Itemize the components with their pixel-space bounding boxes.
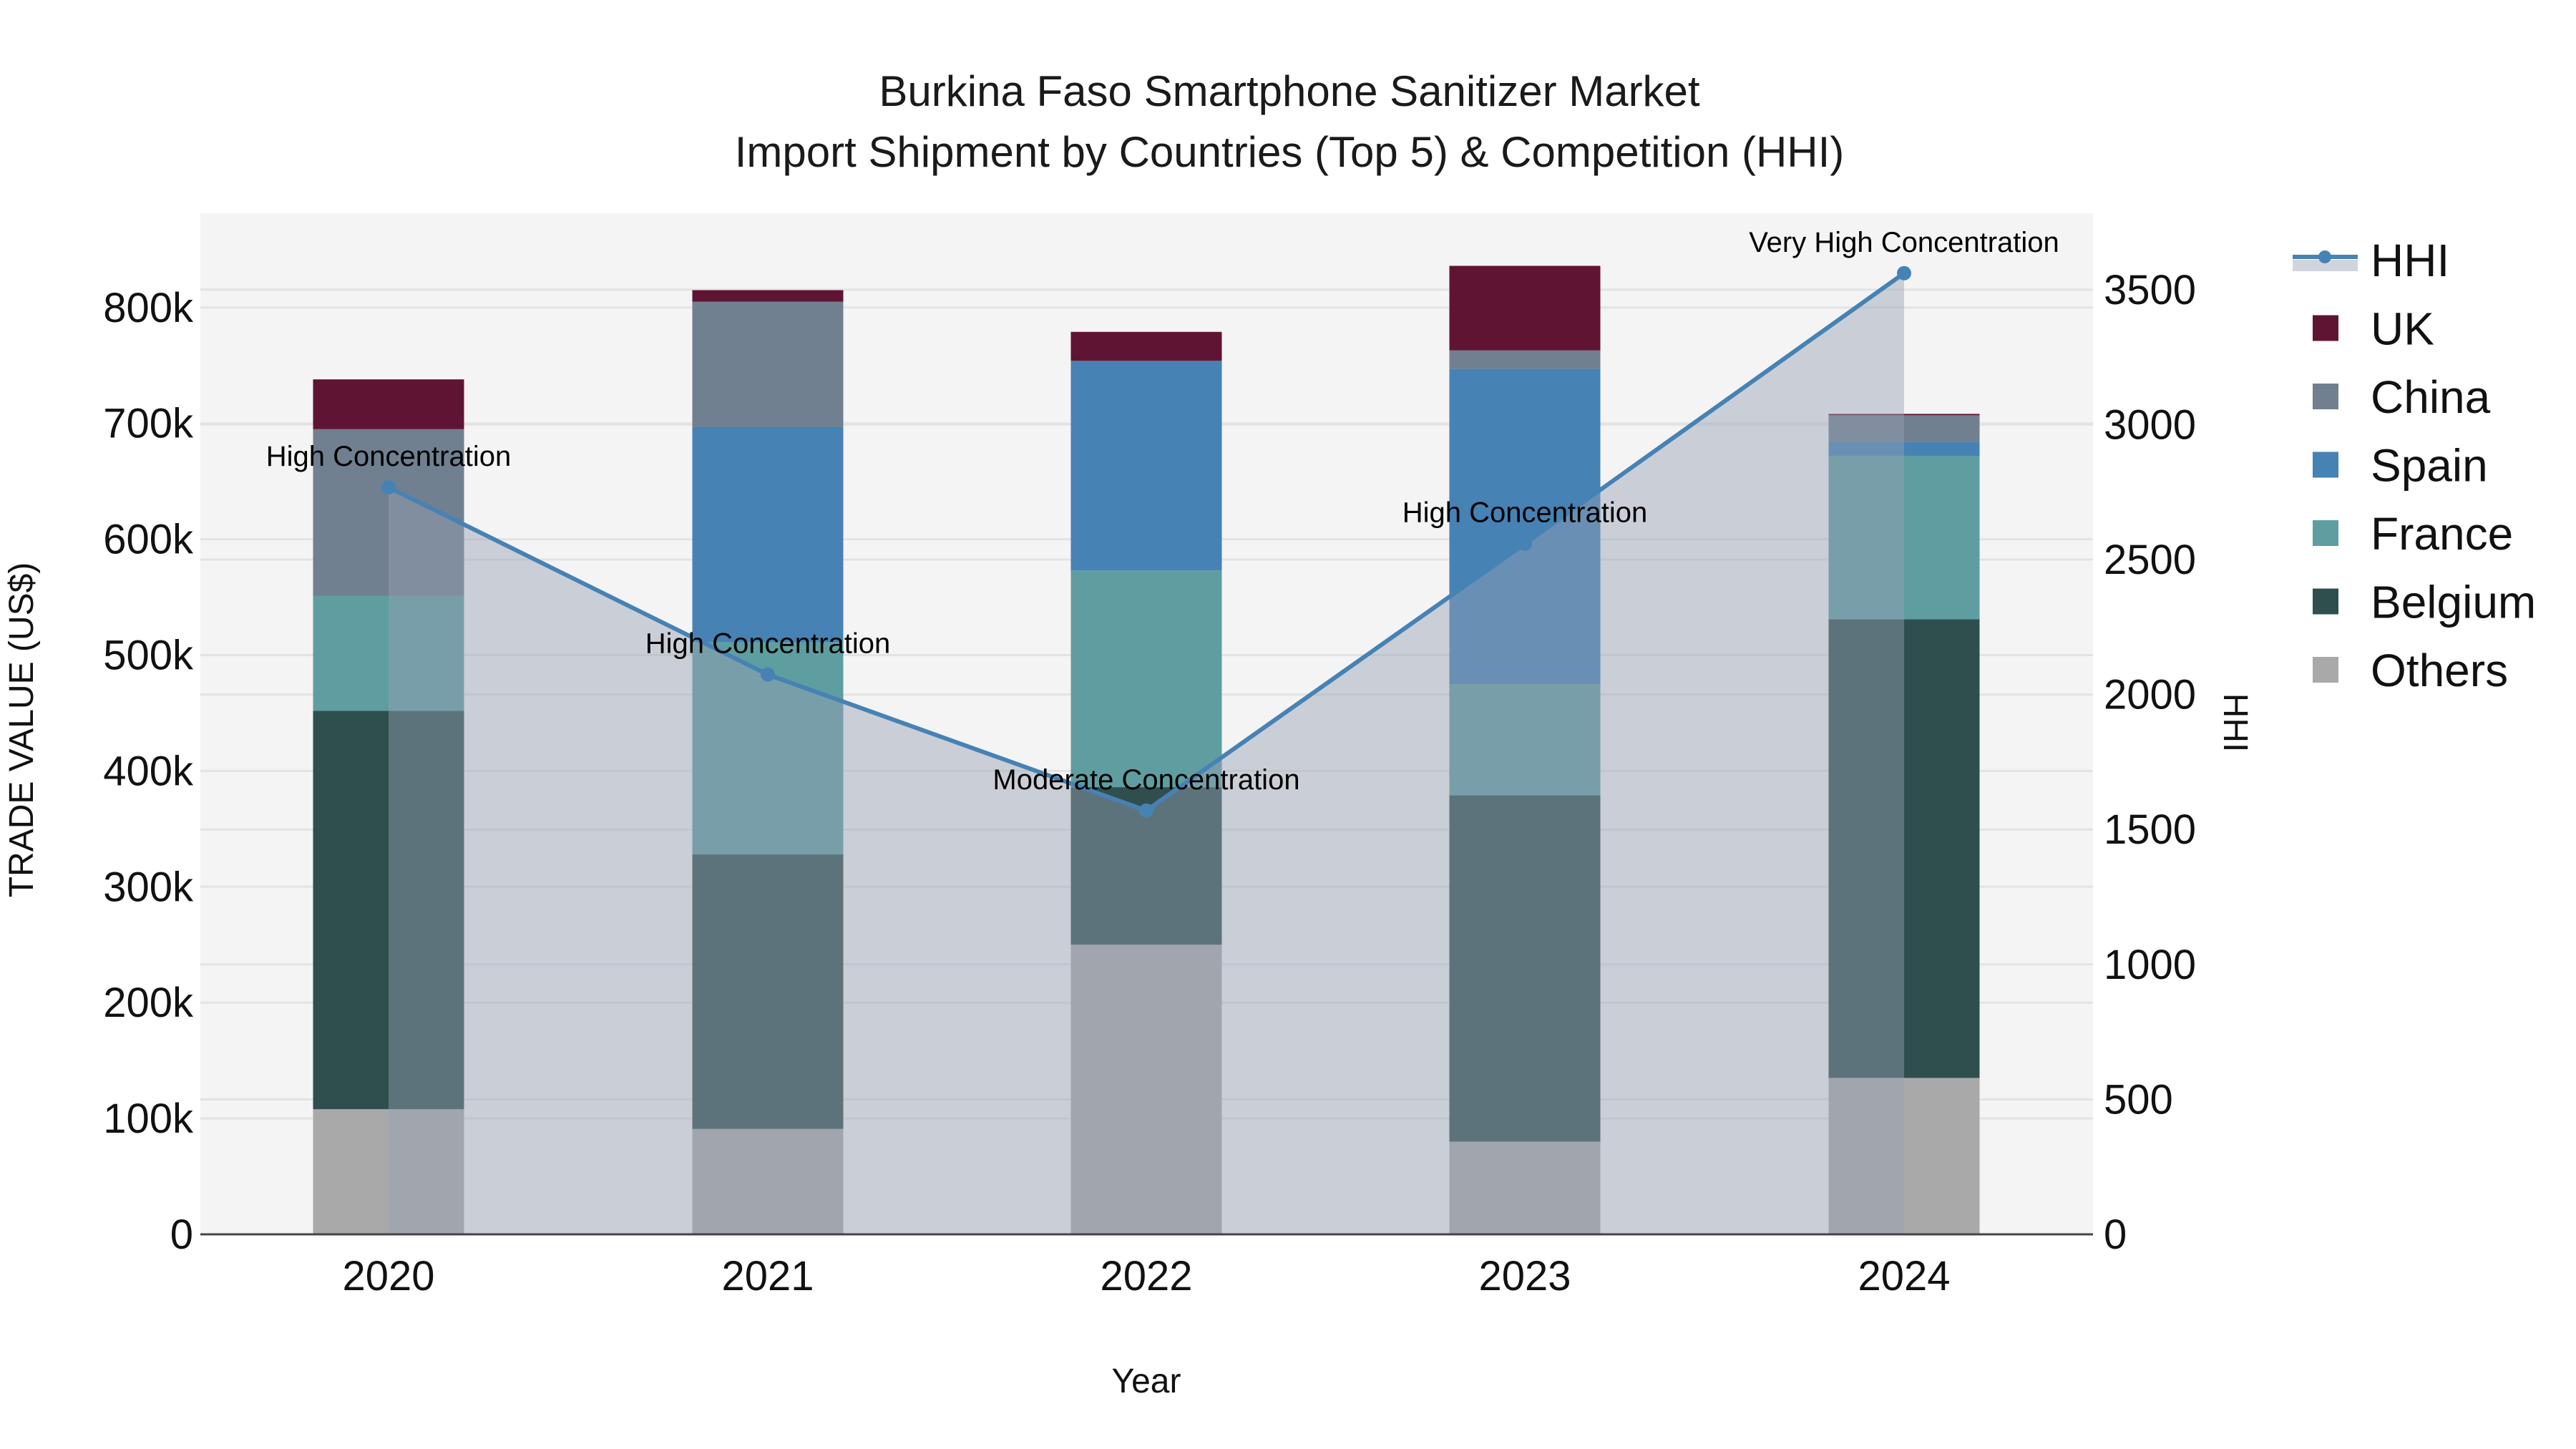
hhi-area bbox=[389, 273, 1904, 1235]
y-tick-label: 600k bbox=[103, 517, 194, 563]
chart-subtitle: Import Shipment by Countries (Top 5) & C… bbox=[735, 128, 1845, 176]
hhi-marker bbox=[761, 667, 775, 682]
legend-item-china[interactable]: China bbox=[2313, 371, 2491, 423]
y2-axis-ticks: 0 500 1000 1500 2000 2500 3000 3500 bbox=[2104, 267, 2196, 1258]
stacked-bars bbox=[313, 265, 1980, 1234]
y-tick-label: 800k bbox=[103, 285, 194, 331]
y-axis-title: TRADE VALUE (US$) bbox=[3, 562, 41, 898]
bar-segment-others bbox=[1070, 945, 1222, 1234]
legend-label: Others bbox=[2371, 645, 2508, 696]
y2-tick-label: 500 bbox=[2104, 1076, 2173, 1123]
x-tick-label: 2024 bbox=[1858, 1253, 1950, 1299]
hhi-marker bbox=[1139, 803, 1153, 818]
bar-segment-uk bbox=[692, 290, 844, 302]
bar-segment-france bbox=[1828, 456, 1980, 620]
y2-tick-label: 0 bbox=[2104, 1211, 2127, 1258]
legend-swatch-icon bbox=[2313, 452, 2338, 478]
bar-segment-uk bbox=[1449, 265, 1601, 351]
y2-axis-title: HHI bbox=[2216, 693, 2254, 753]
legend-marker-icon bbox=[2318, 250, 2331, 263]
x-axis-title: Year bbox=[1112, 1362, 1181, 1400]
legend: HHI UK China Spain France Belgium Others bbox=[2293, 235, 2536, 696]
hhi-marker bbox=[1518, 536, 1532, 551]
bar-segment-belgium bbox=[1449, 795, 1601, 1142]
hhi-annotation-label: High Concentration bbox=[266, 441, 511, 472]
bar-segment-belgium bbox=[1828, 619, 1980, 1078]
bar-segment-others bbox=[1449, 1141, 1601, 1234]
y-tick-label: 0 bbox=[170, 1211, 193, 1258]
bar-segment-uk bbox=[1828, 414, 1980, 416]
y-tick-label: 700k bbox=[103, 401, 194, 447]
legend-item-spain[interactable]: Spain bbox=[2313, 440, 2488, 492]
y-tick-label: 200k bbox=[103, 980, 194, 1026]
legend-swatch-icon bbox=[2313, 588, 2338, 615]
legend-swatch-icon bbox=[2313, 520, 2338, 546]
bar-segment-france bbox=[1070, 570, 1222, 788]
y-tick-label: 400k bbox=[103, 748, 194, 794]
legend-label: Belgium bbox=[2371, 577, 2536, 628]
bar-segment-france bbox=[313, 595, 464, 711]
hhi-marker bbox=[381, 479, 396, 494]
x-tick-label: 2023 bbox=[1478, 1253, 1571, 1299]
y2-tick-label: 2000 bbox=[2104, 672, 2196, 718]
bar-segment-china bbox=[1449, 350, 1601, 369]
hhi-annotation-label: Moderate Concentration bbox=[992, 764, 1299, 796]
legend-item-uk[interactable]: UK bbox=[2313, 303, 2434, 355]
legend-label: Spain bbox=[2371, 440, 2488, 492]
bar-segment-uk bbox=[1070, 331, 1222, 361]
bar-segment-belgium bbox=[313, 711, 464, 1110]
y2-tick-label: 1500 bbox=[2104, 806, 2196, 853]
bar-segment-belgium bbox=[692, 854, 844, 1129]
legend-item-hhi[interactable]: HHI bbox=[2293, 235, 2449, 286]
hhi-area-fill bbox=[389, 273, 1904, 1235]
legend-swatch-icon bbox=[2313, 384, 2338, 409]
hhi-annotation-label: Very High Concentration bbox=[1749, 227, 2059, 258]
bar-segment-spain bbox=[1449, 369, 1601, 684]
chart-title: Burkina Faso Smartphone Sanitizer Market bbox=[879, 67, 1700, 115]
y-tick-label: 100k bbox=[103, 1096, 194, 1142]
bar-segment-spain bbox=[692, 426, 844, 643]
legend-label: HHI bbox=[2371, 235, 2449, 286]
legend-swatch-icon bbox=[2313, 657, 2338, 683]
bar-segment-spain bbox=[1070, 361, 1222, 571]
legend-swatch-icon bbox=[2313, 315, 2338, 341]
y2-tick-label: 3000 bbox=[2104, 401, 2196, 448]
x-axis-ticks: 2020 2021 2022 2023 2024 bbox=[342, 1253, 1950, 1299]
legend-item-others[interactable]: Others bbox=[2313, 645, 2508, 696]
legend-label: China bbox=[2371, 371, 2491, 423]
hhi-marker bbox=[1897, 265, 1911, 280]
x-tick-label: 2020 bbox=[342, 1253, 434, 1299]
hhi-line bbox=[381, 265, 1911, 818]
y2-tick-label: 3500 bbox=[2104, 267, 2196, 313]
legend-label: UK bbox=[2371, 303, 2434, 355]
legend-item-france[interactable]: France bbox=[2313, 508, 2513, 560]
legend-label: France bbox=[2371, 508, 2513, 560]
y-tick-label: 300k bbox=[103, 864, 194, 910]
y-axis-ticks: 0 100k 200k 300k 400k 500k 600k 700k 800k bbox=[103, 285, 194, 1258]
bar-segment-china bbox=[1828, 415, 1980, 442]
bar-segment-others bbox=[692, 1128, 844, 1234]
legend-item-belgium[interactable]: Belgium bbox=[2313, 577, 2536, 628]
x-tick-label: 2022 bbox=[1100, 1253, 1192, 1299]
y-tick-label: 500k bbox=[103, 633, 194, 679]
bar-segment-china bbox=[692, 301, 844, 427]
bar-segment-uk bbox=[313, 379, 464, 429]
bar-segment-others bbox=[313, 1109, 464, 1234]
y2-tick-label: 2500 bbox=[2104, 537, 2196, 583]
bar-segment-spain bbox=[1828, 441, 1980, 457]
bar-segment-others bbox=[1828, 1078, 1980, 1234]
x-tick-label: 2021 bbox=[721, 1253, 814, 1299]
legend-area-swatch bbox=[2293, 260, 2358, 271]
bar-segment-france bbox=[1449, 683, 1601, 796]
hhi-annotation-label: High Concentration bbox=[1402, 497, 1647, 529]
hhi-annotation-label: High Concentration bbox=[645, 628, 890, 660]
hhi-annotations: High Concentration High Concentration Mode… bbox=[266, 227, 2059, 796]
y2-tick-label: 1000 bbox=[2104, 942, 2196, 988]
